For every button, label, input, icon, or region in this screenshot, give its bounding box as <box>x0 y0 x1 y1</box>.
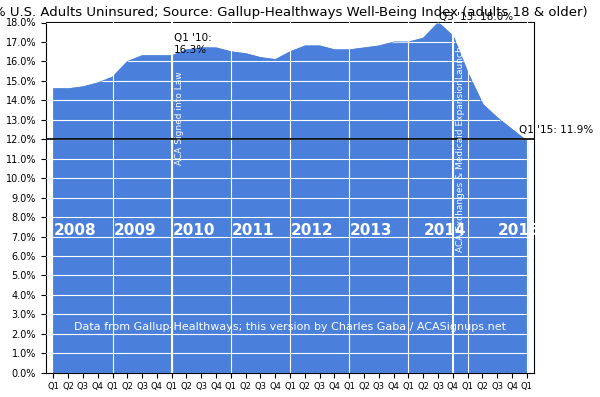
Text: 2015: 2015 <box>498 223 541 238</box>
Title: % U.S. Adults Uninsured; Source: Gallup-Healthways Well-Being Index (adults 18 &: % U.S. Adults Uninsured; Source: Gallup-… <box>0 6 587 19</box>
Text: 2014: 2014 <box>424 223 467 238</box>
Text: 2012: 2012 <box>291 223 334 238</box>
Text: 2008: 2008 <box>54 223 97 238</box>
Text: ACA Exchanges & Medicaid ExpansionLaunch: ACA Exchanges & Medicaid ExpansionLaunch <box>456 46 465 252</box>
Text: Q3 '13: 18.0%: Q3 '13: 18.0% <box>439 12 513 21</box>
Text: 2009: 2009 <box>113 223 156 238</box>
Text: Q1 '15: 11.9%: Q1 '15: 11.9% <box>520 125 594 135</box>
Text: 2010: 2010 <box>173 223 215 238</box>
Text: ACA Signed into Law: ACA Signed into Law <box>175 71 184 165</box>
Text: Data from Gallup-Healthways; this version by Charles Gaba / ACASignups.net: Data from Gallup-Healthways; this versio… <box>74 322 506 332</box>
Text: Q1 '10:
16.3%: Q1 '10: 16.3% <box>174 33 212 55</box>
Text: 2011: 2011 <box>232 223 274 238</box>
Text: 2013: 2013 <box>350 223 393 238</box>
